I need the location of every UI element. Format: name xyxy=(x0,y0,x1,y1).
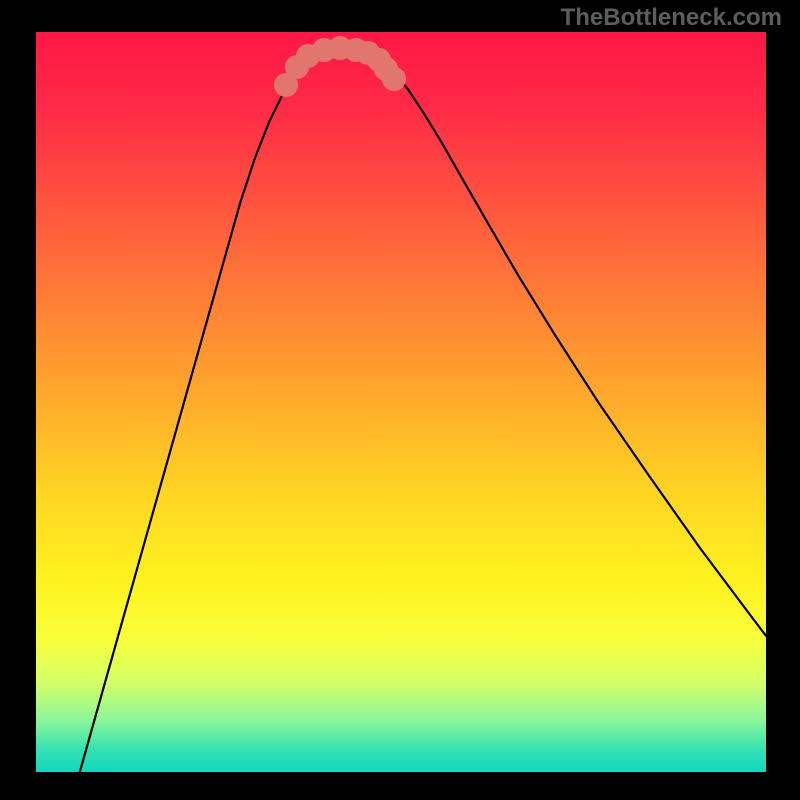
curve-marker xyxy=(382,67,406,91)
chart-stage: TheBottleneck.com xyxy=(0,0,800,800)
curve-path xyxy=(80,48,766,772)
plot-area xyxy=(36,32,766,772)
watermark-text: TheBottleneck.com xyxy=(561,4,782,32)
bottleneck-curve xyxy=(36,32,766,772)
